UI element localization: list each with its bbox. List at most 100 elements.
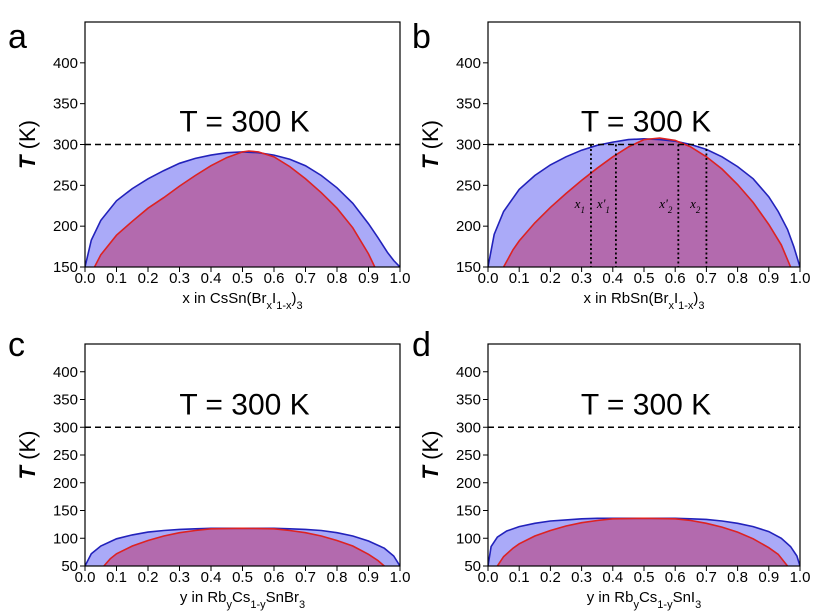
y-tick-label: 150 (456, 259, 481, 276)
x-tick-label: 0.2 (540, 569, 561, 586)
chart-panel-d: T = 300 K 0.0 0.1 0.2 0.3 0.4 0.5 0.6 0.7 0.8 0.9 1… (412, 326, 810, 611)
x-tick-label: 0.5 (634, 569, 655, 586)
y-tick-label: 200 (456, 475, 481, 492)
y-tick-label: 150 (53, 259, 78, 276)
panel-letter: d (412, 326, 431, 364)
y-tick-label: 350 (53, 392, 78, 409)
y-axis-label: T (K) (418, 120, 443, 169)
y-tick-label: 300 (53, 137, 78, 154)
y-tick-label: 350 (456, 96, 481, 113)
marker-label: x2 (689, 196, 701, 215)
y-tick-label: 300 (53, 419, 78, 436)
x-tick-label: 0.8 (727, 569, 748, 586)
y-tick-label: 150 (456, 503, 481, 520)
y-tick-label: 150 (53, 503, 78, 520)
x-tick-label: 0.8 (327, 569, 348, 586)
chart-panel-b: x1 x'1 x'2 x2T = 300 K0.0 0.1 0.2 0.3 0.4 0.5 0.6… (412, 18, 810, 312)
spinodal-region (94, 151, 375, 267)
plot-area (488, 137, 800, 267)
x-tick-label: 0.7 (696, 569, 717, 586)
x-tick-label: 0.2 (540, 270, 561, 287)
x-tick-label: 0.6 (665, 270, 686, 287)
x-tick-label: 1.0 (390, 569, 411, 586)
x-tick-label: 1.0 (790, 569, 811, 586)
x-tick-label: 0.2 (138, 270, 159, 287)
y-tick-label: 250 (456, 447, 481, 464)
spinodal-region (497, 518, 788, 566)
plot-area (85, 150, 400, 267)
x-axis-label: y in RbyCs1-ySnBr3 (180, 589, 305, 611)
y-tick-label: 50 (464, 558, 481, 575)
x-axis-label: x in RbSn(BrxI1-x)3 (583, 290, 704, 312)
y-tick-label: 400 (456, 364, 481, 381)
x-tick-label: 0.5 (634, 270, 655, 287)
chart-panel-c: T = 300 K 0.0 0.1 0.2 0.3 0.4 0.5 0.6 0.7 0.8 0.9 1… (8, 326, 410, 611)
x-tick-label: 0.5 (232, 270, 253, 287)
x-tick-label: 0.4 (201, 270, 222, 287)
y-axis-label: T (K) (418, 431, 443, 480)
spinodal-curve (103, 527, 385, 566)
x-tick-label: 0.1 (509, 569, 530, 586)
x-axis-label: y in RbyCs1-ySnI3 (587, 589, 701, 611)
x-tick-label: 1.0 (390, 270, 411, 287)
x-tick-label: 0.9 (358, 569, 379, 586)
spinodal-curve (93, 150, 376, 267)
plot-area (85, 527, 400, 566)
spinodal-region (103, 528, 385, 566)
x-tick-label: 0.7 (696, 270, 717, 287)
x-tick-label: 0.5 (232, 569, 253, 586)
x-tick-label: 0.6 (264, 569, 285, 586)
x-tick-label: 0.3 (571, 569, 592, 586)
annotation-text: T = 300 K (179, 106, 309, 139)
chart-panel-a: T = 300 K 0.0 0.1 0.2 0.3 0.4 0.5 0.6 0.7 0.8 0.9 1… (8, 18, 410, 312)
plot-area (488, 517, 800, 566)
x-tick-label: 0.2 (138, 569, 159, 586)
y-tick-label: 400 (53, 364, 78, 381)
x-tick-label: 0.9 (358, 270, 379, 287)
x-tick-label: 0.7 (295, 569, 316, 586)
y-tick-label: 200 (456, 218, 481, 235)
y-tick-label: 300 (456, 419, 481, 436)
x-tick-label: 0.4 (201, 569, 222, 586)
x-tick-label: 0.8 (727, 270, 748, 287)
y-tick-label: 400 (456, 55, 481, 72)
x-tick-label: 0.0 (75, 569, 96, 586)
spinodal-region (503, 138, 791, 267)
y-tick-label: 50 (61, 558, 78, 575)
y-tick-label: 250 (53, 177, 78, 194)
annotation-text: T = 300 K (581, 106, 711, 139)
y-axis-label: T (K) (15, 431, 40, 480)
marker-label: x1 (574, 196, 585, 215)
y-axis-label: T (K) (15, 120, 40, 169)
y-tick-label: 100 (456, 530, 481, 547)
x-tick-label: 0.4 (602, 270, 623, 287)
x-tick-label: 0.8 (327, 270, 348, 287)
x-tick-label: 0.3 (571, 270, 592, 287)
x-tick-label: 1.0 (790, 270, 811, 287)
panel-letter: b (412, 18, 431, 56)
x-axis-label: x in CsSn(BrxI1-x)3 (182, 290, 302, 312)
y-tick-label: 200 (53, 475, 78, 492)
x-tick-label: 0.3 (169, 569, 190, 586)
x-tick-label: 0.1 (106, 569, 127, 586)
x-tick-label: 0.1 (509, 270, 530, 287)
panel-letter: c (8, 326, 25, 364)
annotation-text: T = 300 K (581, 388, 711, 421)
spinodal-curve (502, 137, 792, 267)
y-tick-label: 100 (53, 530, 78, 547)
x-tick-label: 0.9 (758, 569, 779, 586)
y-tick-label: 350 (53, 96, 78, 113)
x-tick-label: 0.7 (295, 270, 316, 287)
x-tick-label: 0.3 (169, 270, 190, 287)
y-tick-label: 300 (456, 137, 481, 154)
x-tick-label: 0.6 (264, 270, 285, 287)
y-tick-label: 250 (53, 447, 78, 464)
x-tick-label: 0.9 (758, 270, 779, 287)
x-tick-label: 0.6 (665, 569, 686, 586)
x-tick-label: 0.4 (602, 569, 623, 586)
x-tick-label: 0.1 (106, 270, 127, 287)
x-tick-label: 0.0 (478, 270, 499, 287)
y-tick-label: 250 (456, 177, 481, 194)
x-tick-label: 0.0 (478, 569, 499, 586)
annotation-text: T = 300 K (179, 388, 309, 421)
